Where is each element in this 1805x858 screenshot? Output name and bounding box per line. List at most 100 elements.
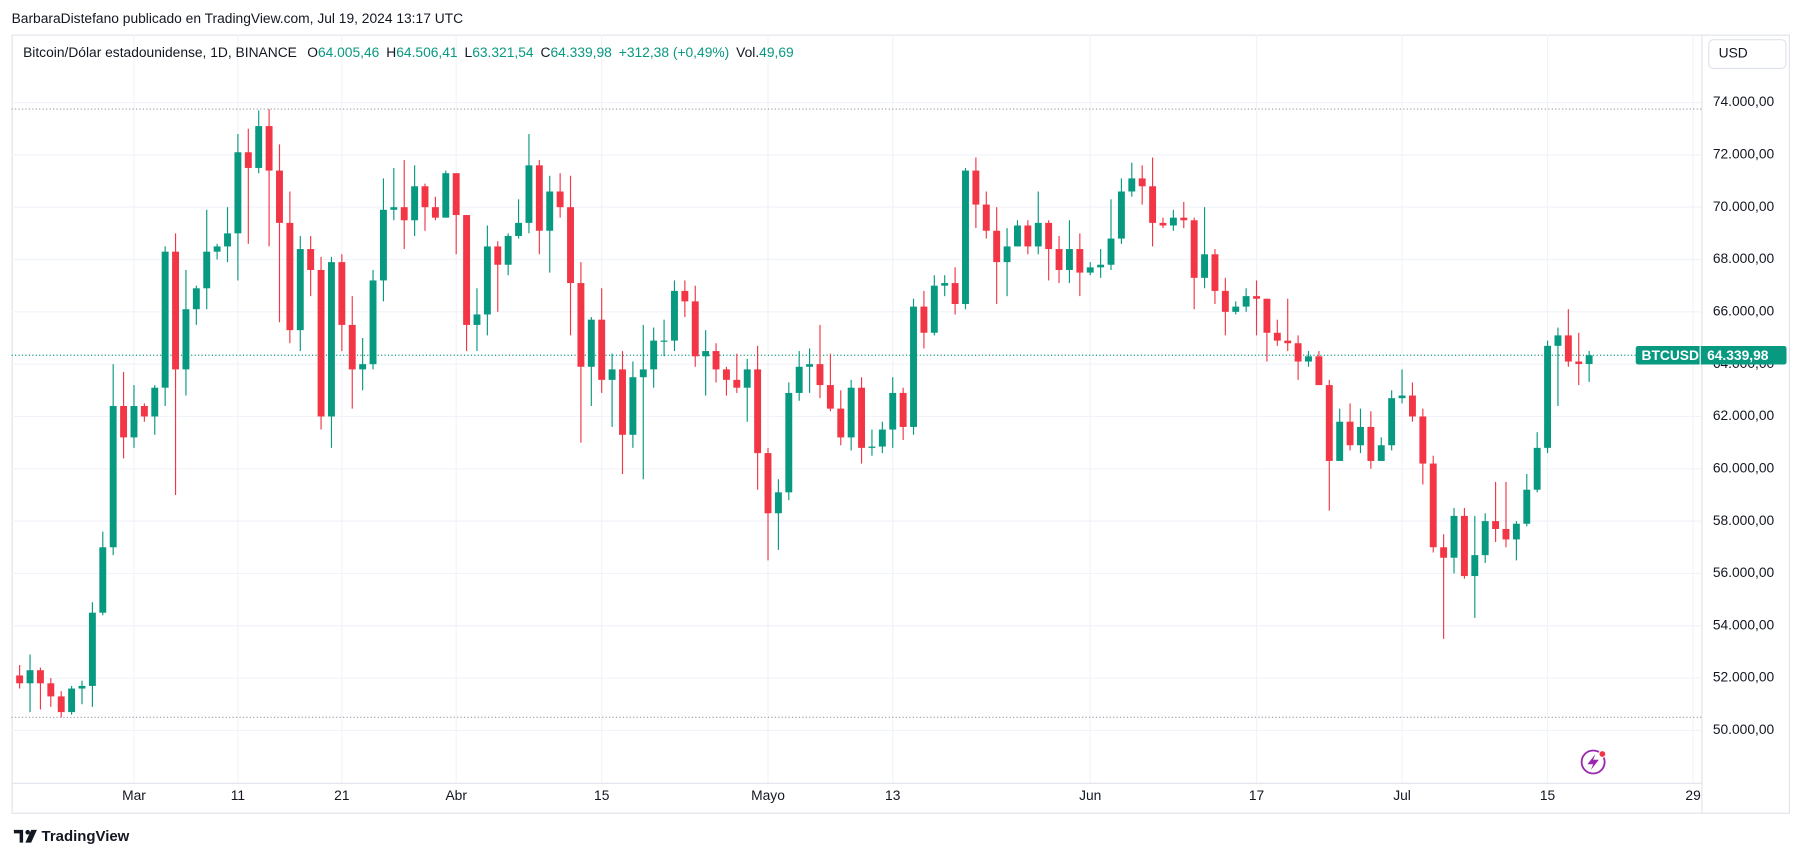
candle (390, 167, 398, 221)
candle (359, 337, 367, 391)
candle (151, 385, 159, 435)
candle-body (660, 340, 668, 342)
alert-icon[interactable] (1580, 749, 1607, 775)
candle-body (795, 366, 803, 393)
legend: Bitcoin/Dólar estadounidense, 1D, BINANC… (23, 44, 794, 60)
candle-body (1419, 416, 1427, 464)
candle-body (504, 235, 512, 265)
candle-body (494, 246, 502, 265)
candle (1263, 298, 1271, 362)
candle-body (431, 207, 439, 218)
candle-body (99, 547, 107, 613)
candle-body (1544, 345, 1552, 448)
legend-value: 64.339,98 (550, 44, 612, 60)
candle (338, 254, 346, 352)
candle-body (1388, 398, 1396, 446)
candle (722, 366, 730, 396)
candle-body (1523, 489, 1531, 524)
candle (68, 685, 76, 715)
candle (213, 243, 221, 260)
legend-key: C (541, 44, 551, 60)
candle (982, 191, 990, 239)
x-tick-label: 15 (1540, 787, 1556, 803)
logo-part (13, 829, 24, 843)
candle (348, 296, 356, 409)
candle-body (1398, 395, 1406, 399)
alert-dot[interactable] (1598, 749, 1607, 758)
candle (743, 358, 751, 422)
candle-body (1533, 447, 1541, 490)
alert-ring[interactable] (1580, 749, 1606, 775)
candle-body (172, 251, 180, 370)
legend-key: O (307, 44, 318, 60)
candle-body (785, 392, 793, 493)
candle-body (806, 364, 814, 367)
candle (120, 372, 128, 459)
candle-body (1221, 290, 1229, 312)
candle (1533, 432, 1541, 493)
badge-symbol: BTCUSD (1641, 347, 1699, 363)
candle-body (702, 351, 710, 357)
candle-body (1065, 249, 1073, 270)
candle-body (650, 340, 658, 370)
candle (1076, 233, 1084, 297)
candle (1117, 178, 1125, 244)
candle-body (899, 392, 907, 427)
candle (515, 199, 523, 239)
candle (463, 215, 471, 352)
candle (99, 531, 107, 616)
candle (1180, 201, 1188, 229)
candle (1440, 534, 1448, 639)
candle (650, 327, 658, 388)
candle-body (1336, 421, 1344, 461)
candle (868, 429, 876, 456)
candle-body (234, 152, 242, 234)
candle (1159, 217, 1167, 229)
candle (36, 667, 44, 710)
candle (307, 235, 315, 297)
candle (379, 178, 387, 302)
candle (1169, 209, 1177, 231)
candle (1471, 515, 1479, 618)
candle-body (192, 288, 200, 310)
publisher-line: BarbaraDistefano publicado en TradingVie… (12, 10, 464, 26)
candle (629, 361, 637, 448)
currency-button[interactable] (1708, 39, 1787, 70)
candle (910, 298, 917, 435)
candle (411, 165, 419, 236)
candle (889, 377, 897, 448)
legend-change: +312,38 (+0,49%) (619, 44, 729, 60)
y-tick-label: 70.000,00 (1713, 198, 1775, 214)
currency-label[interactable]: USD (1719, 45, 1748, 61)
candle-body (1502, 528, 1510, 540)
candle-body (224, 233, 231, 247)
candle (878, 421, 886, 454)
candle (619, 351, 626, 475)
candle-body (1024, 225, 1032, 247)
candle-body (1471, 555, 1479, 577)
candle (182, 269, 190, 396)
candle-body (1201, 254, 1209, 278)
candle (1055, 235, 1063, 284)
candle-body (1253, 296, 1260, 299)
candle-body (182, 309, 190, 370)
alert-bolt[interactable] (1587, 753, 1599, 771)
candle-body (1138, 178, 1146, 187)
candle-body (1180, 217, 1188, 221)
candle (587, 317, 595, 407)
candle-body (1357, 426, 1364, 446)
candle-body (535, 165, 543, 231)
candle (1294, 335, 1302, 380)
candle-body (57, 696, 65, 713)
y-tick-label: 50.000,00 (1713, 721, 1775, 737)
candle (1315, 351, 1323, 386)
candle-body (1325, 385, 1333, 461)
candle (1512, 521, 1520, 561)
candle-body (1294, 343, 1302, 362)
candle (1408, 382, 1416, 422)
candle-body (1169, 217, 1177, 226)
candle-body (88, 612, 96, 686)
candle-body (774, 492, 782, 514)
brand-name: TradingView (42, 828, 130, 845)
